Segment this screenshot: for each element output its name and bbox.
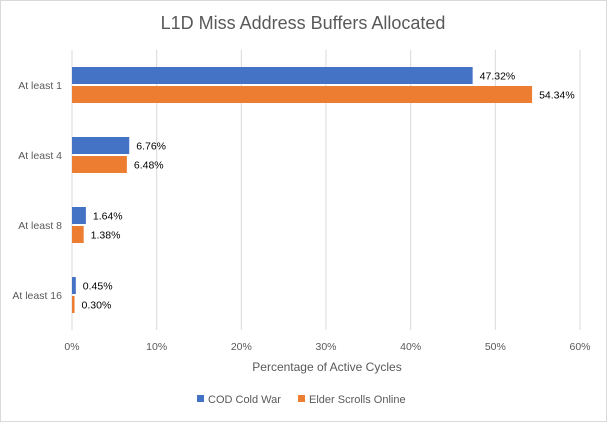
bar-data-label: 0.45% (83, 281, 113, 293)
x-tick-label: 10% (146, 341, 167, 353)
bar-cod-cold-war (72, 277, 76, 294)
bar-elder-scrolls-online (72, 226, 84, 243)
x-axis-title: Percentage of Active Cycles (252, 360, 401, 374)
bar-data-label: 6.76% (136, 141, 166, 153)
legend-item: Elder Scrolls Online (298, 394, 406, 406)
bar-cod-cold-war (72, 137, 130, 154)
x-tick-label: 40% (400, 341, 421, 353)
bar-data-label: 0.30% (82, 300, 112, 312)
x-tick-label: 0% (64, 341, 79, 353)
bar-data-label: 54.34% (539, 90, 575, 102)
legend-swatch (298, 395, 305, 402)
x-tick-label: 50% (485, 341, 506, 353)
bar-data-label: 47.32% (480, 71, 516, 83)
chart-title: L1D Miss Address Buffers Allocated (161, 13, 446, 33)
bar-elder-scrolls-online (72, 156, 127, 173)
x-tick-label: 20% (231, 341, 252, 353)
bar-cod-cold-war (72, 207, 86, 224)
category-label: At least 1 (18, 80, 62, 92)
bar-data-label: 1.38% (91, 230, 121, 242)
bar-data-label: 6.48% (134, 160, 164, 172)
x-tick-label: 30% (315, 341, 336, 353)
x-tick-label: 60% (569, 341, 590, 353)
bar-data-label: 1.64% (93, 211, 123, 223)
category-label: At least 16 (12, 290, 62, 302)
bar-elder-scrolls-online (72, 296, 75, 313)
bar-elder-scrolls-online (72, 86, 533, 103)
bar-cod-cold-war (72, 67, 473, 84)
category-label: At least 4 (18, 150, 62, 162)
legend-label: COD Cold War (208, 394, 281, 406)
legend-label: Elder Scrolls Online (309, 394, 406, 406)
category-label: At least 8 (18, 220, 62, 232)
legend-swatch (197, 395, 204, 402)
legend-item: COD Cold War (197, 394, 281, 406)
